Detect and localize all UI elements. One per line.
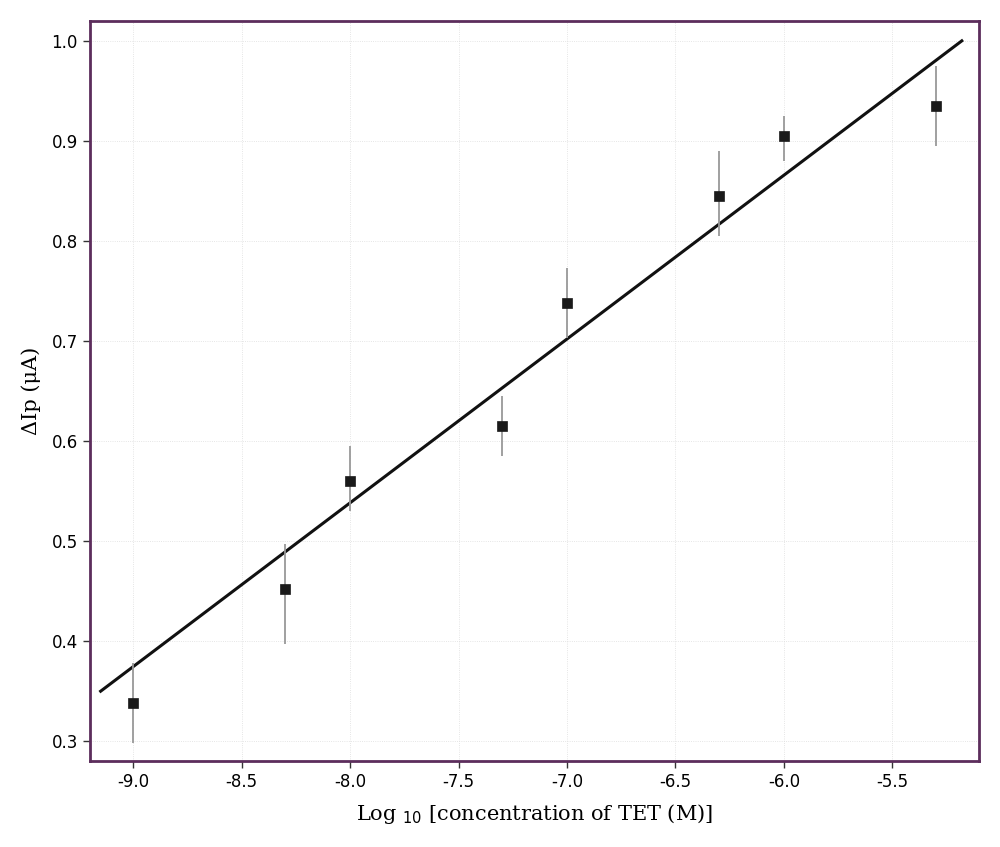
Y-axis label: ΔIp (μA): ΔIp (μA) bbox=[21, 347, 41, 435]
X-axis label: Log $_{10}$ [concentration of TET (M)]: Log $_{10}$ [concentration of TET (M)] bbox=[356, 802, 713, 826]
